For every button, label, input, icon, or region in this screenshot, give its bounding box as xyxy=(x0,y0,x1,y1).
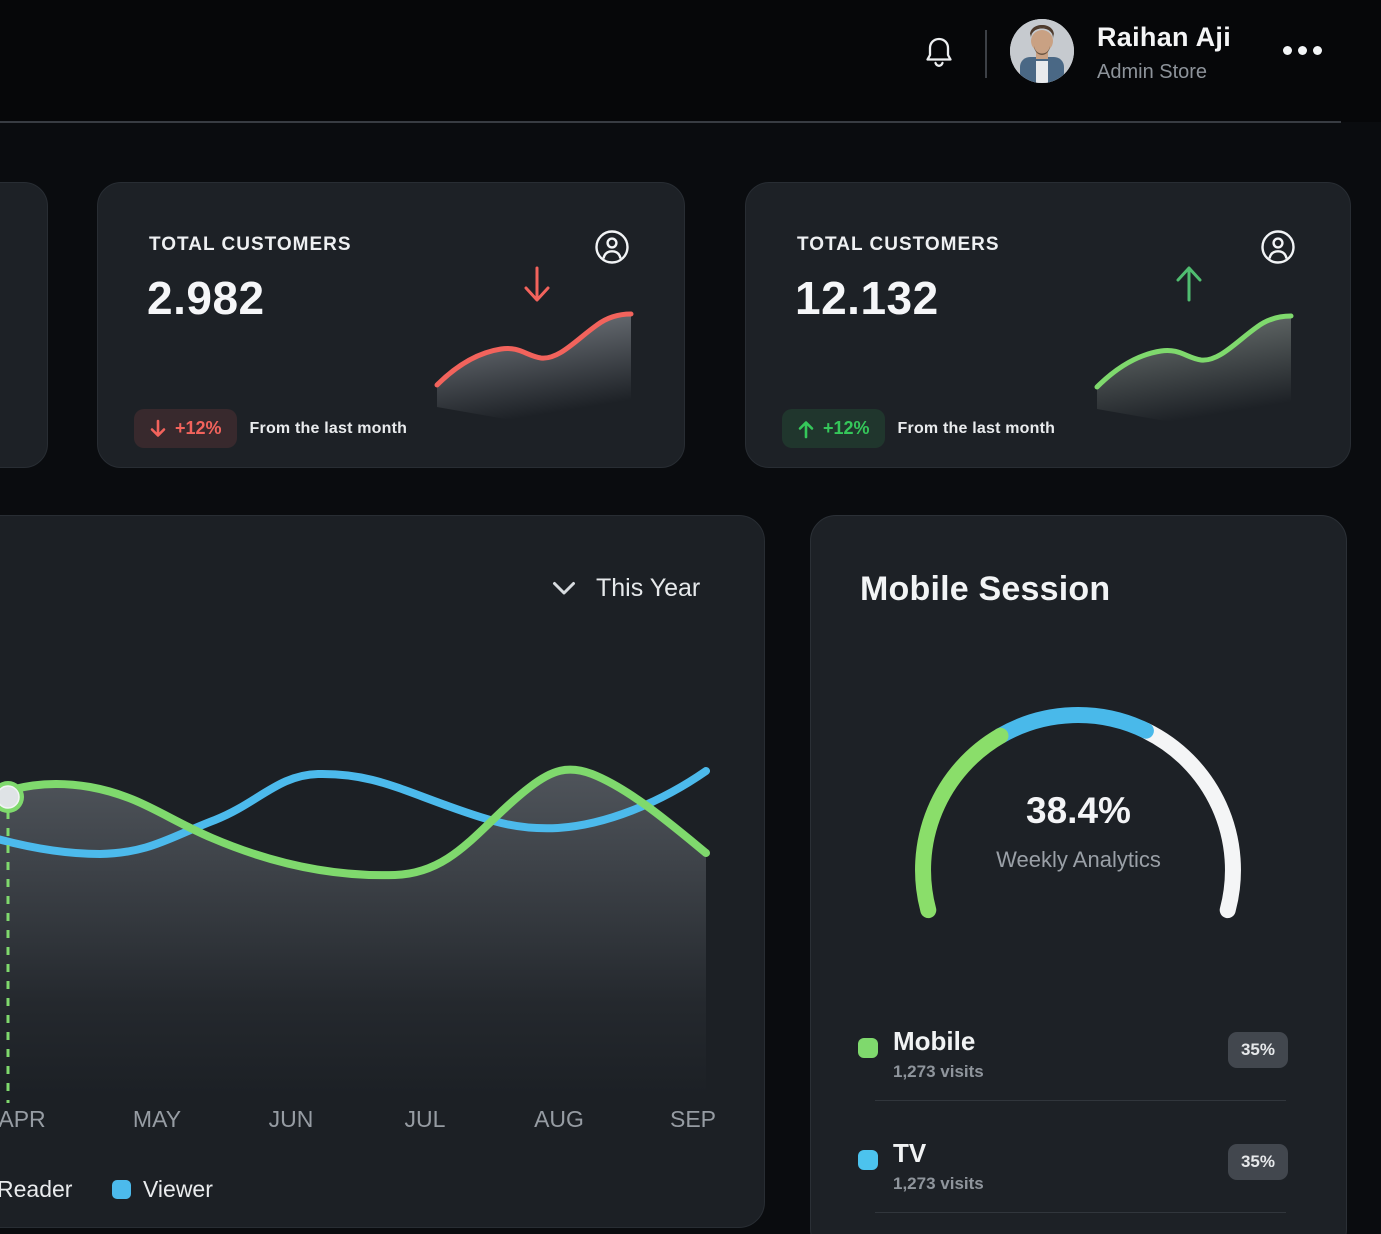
mobile-session-card xyxy=(810,515,1347,1234)
change-badge: +12% xyxy=(134,409,237,448)
user-circle-icon xyxy=(594,229,630,265)
session-visits: 1,273 visits xyxy=(893,1174,984,1193)
list-divider xyxy=(875,1100,1286,1101)
year-filter-label: This Year xyxy=(596,574,701,602)
mobile-session-title: Mobile Session xyxy=(860,570,1111,608)
header-bottom-divider xyxy=(0,121,1341,123)
line-chart xyxy=(0,765,710,1103)
notification-bell-icon[interactable] xyxy=(920,33,958,71)
session-label: TV xyxy=(893,1138,927,1168)
top-bar: Raihan Aji Admin Store xyxy=(0,0,1381,123)
avatar-photo xyxy=(1010,19,1074,83)
viewer-line xyxy=(0,767,710,859)
x-axis-label: SEP xyxy=(669,1106,717,1132)
year-filter-dropdown[interactable]: This Year xyxy=(552,574,700,603)
user-role: Admin Store xyxy=(1097,61,1208,83)
x-axis-label: MAY xyxy=(132,1106,182,1132)
gauge-value: 38.4% xyxy=(1026,790,1131,831)
viewer-swatch xyxy=(112,1180,131,1199)
stat-card-cropped xyxy=(0,182,48,468)
user-name: Raihan Aji xyxy=(1097,22,1232,52)
more-options-icon[interactable] xyxy=(1283,46,1322,55)
legend-item-viewer[interactable]: Viewer xyxy=(112,1176,213,1203)
stat-card-customers-up: TOTAL CUSTOMERS 12.132 xyxy=(745,182,1351,468)
mobile-swatch xyxy=(858,1038,878,1058)
change-note: From the last month xyxy=(249,419,408,437)
gauge-segment-mobile xyxy=(915,727,1009,919)
reader-line xyxy=(0,765,710,880)
x-axis-label: AUG xyxy=(534,1106,584,1132)
trend-down-arrow-icon xyxy=(522,265,552,312)
sparkline-up xyxy=(1091,303,1301,458)
change-value: +12% xyxy=(823,418,870,438)
sparkline-down xyxy=(431,301,641,456)
gauge-label: Weekly Analytics xyxy=(996,847,1161,872)
stat-title: TOTAL CUSTOMERS xyxy=(797,234,1000,255)
change-badge: +12% xyxy=(782,409,885,448)
highlight-point xyxy=(0,785,20,809)
tv-swatch xyxy=(858,1150,878,1170)
avatar[interactable] xyxy=(1010,19,1074,83)
user-circle-icon xyxy=(1260,229,1296,265)
bell-icon xyxy=(926,37,952,67)
stat-value: 12.132 xyxy=(795,272,939,324)
legend-label: Reader xyxy=(0,1176,73,1202)
session-share-badge: 35% xyxy=(1227,1032,1288,1068)
badge-arrow-down-icon xyxy=(150,419,166,437)
x-axis-label: APR xyxy=(0,1106,46,1132)
session-share-badge: 35% xyxy=(1227,1144,1288,1180)
session-gauge xyxy=(915,707,1241,919)
legend-label: Viewer xyxy=(143,1176,213,1202)
legend-item-reader[interactable]: Reader xyxy=(0,1176,72,1203)
stat-card-customers-down: TOTAL CUSTOMERS 2.982 xyxy=(97,182,685,468)
list-divider xyxy=(875,1212,1286,1213)
x-axis-label: JUL xyxy=(404,1106,446,1132)
badge-arrow-up-icon xyxy=(798,420,814,438)
chevron-down-icon xyxy=(553,582,575,595)
session-label: Mobile xyxy=(893,1026,976,1056)
header-divider xyxy=(985,30,987,78)
user-menu[interactable]: Raihan Aji Admin Store xyxy=(1097,22,1231,84)
stat-value: 2.982 xyxy=(147,272,265,324)
gauge-segment-other xyxy=(1137,722,1241,919)
x-axis-label: JUN xyxy=(268,1106,314,1132)
stat-title: TOTAL CUSTOMERS xyxy=(149,234,352,255)
gauge-segment-tv xyxy=(992,707,1154,744)
reader-area-fill xyxy=(0,769,706,1100)
session-visits: 1,273 visits xyxy=(893,1062,984,1081)
change-note: From the last month xyxy=(897,419,1056,437)
change-value: +12% xyxy=(175,418,222,438)
trend-up-arrow-icon xyxy=(1174,261,1204,308)
